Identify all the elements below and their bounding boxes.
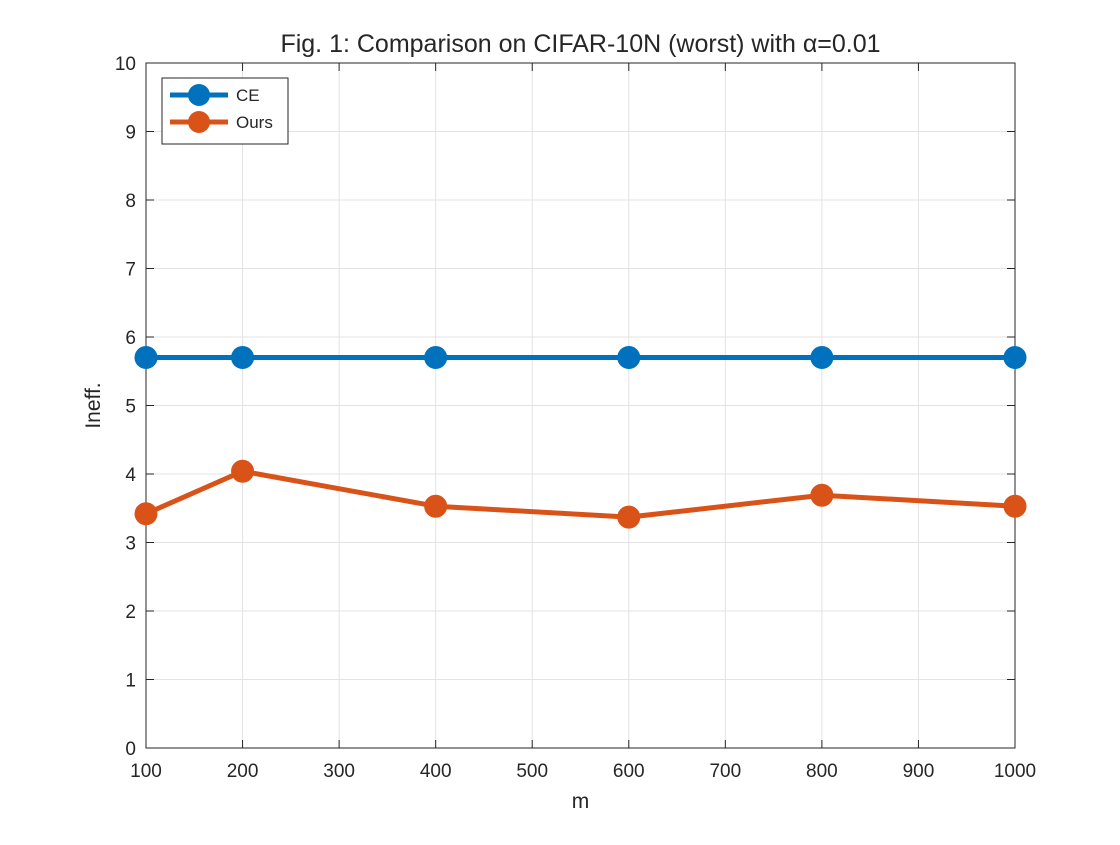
data-point [424,494,448,518]
y-tick-label: 0 [125,739,136,760]
data-point [810,483,834,507]
y-tick-label: 10 [115,54,136,75]
x-tick-label: 800 [806,761,838,782]
x-tick-label: 100 [130,761,162,782]
series-ours [134,459,1027,529]
y-tick-label: 1 [125,671,136,692]
legend-item: CE [170,84,260,106]
data-point [134,502,158,526]
data-point [617,346,641,370]
series-line [144,468,1016,520]
data-point [424,346,448,370]
legend-marker [188,111,210,133]
data-point [134,346,158,370]
legend-box [161,77,289,145]
y-axis-label: Ineff. [82,382,105,428]
legend-marker [188,84,210,106]
data-point [1003,494,1027,518]
data-point [231,346,255,370]
data-point [231,459,255,483]
x-tick-label: 500 [516,761,548,782]
y-tick-label: 7 [125,260,136,281]
y-tick-label: 2 [125,602,136,623]
x-tick-label: 600 [613,761,645,782]
x-tick-label: 300 [323,761,355,782]
chart-title: Fig. 1: Comparison on CIFAR-10N (worst) … [280,30,880,58]
x-tick-label: 200 [227,761,259,782]
x-tick-label: 900 [903,761,935,782]
legend-item: Ours [170,111,273,133]
legend: CE Ours [161,77,289,145]
y-tick-label: 5 [125,397,136,418]
x-axis-label: m [572,790,590,813]
legend-label: Ours [236,113,273,132]
y-tick-label: 8 [125,191,136,212]
series [134,346,1027,529]
y-tick-label: 4 [125,465,136,486]
y-tick-label: 3 [125,534,136,555]
x-tick-label: 1000 [994,761,1036,782]
data-point [810,346,834,370]
axis-ticks: 100 200 300 400 500 600 700 800 900 1000 0 1 2 3 4 5 6 7 8… [115,54,1036,782]
legend-label: CE [236,86,260,105]
x-tick-label: 700 [709,761,741,782]
data-point [617,505,641,529]
y-tick-label: 6 [125,328,136,349]
data-point [1003,346,1027,370]
series-ce [134,346,1027,370]
y-tick-label: 9 [125,123,136,144]
x-tick-label: 400 [420,761,452,782]
